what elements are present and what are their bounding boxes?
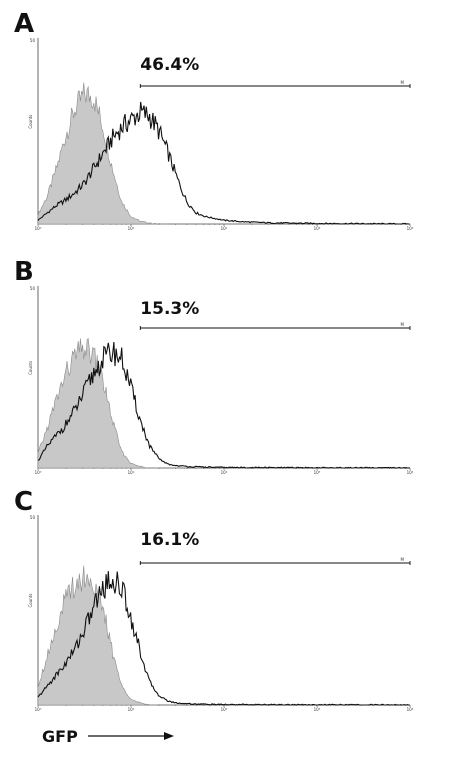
x-tick-label: 10¹ xyxy=(128,470,135,475)
x-tick-label: 10¹ xyxy=(128,707,135,712)
y-axis-label: Counts xyxy=(28,361,33,375)
x-tick-label: 10¹ xyxy=(128,226,135,231)
x-tick-label: 10⁰ xyxy=(35,470,42,475)
gate-marker-label: M xyxy=(401,322,405,327)
sample-histogram-b xyxy=(37,342,410,469)
sample-histogram-a xyxy=(37,101,410,225)
gate-percent-label: 16.1% xyxy=(140,530,199,550)
x-tick-label: 10⁴ xyxy=(407,226,414,231)
x-tick-label: 10² xyxy=(221,470,228,475)
panel-a-letter: A xyxy=(14,9,34,39)
gfp-arrow-head xyxy=(164,732,174,740)
gate-percent-label: 15.3% xyxy=(140,299,199,319)
x-tick-label: 10⁰ xyxy=(35,226,42,231)
x-tick-label: 10³ xyxy=(314,707,321,712)
x-axis-title: GFP xyxy=(42,727,78,746)
x-tick-label: 10² xyxy=(221,226,228,231)
panel-c-letter: C xyxy=(14,487,33,517)
gate-marker-label: M xyxy=(401,80,405,85)
y-top-tick-label: 50 xyxy=(30,515,36,520)
x-tick-label: 10³ xyxy=(314,226,321,231)
y-top-tick-label: 50 xyxy=(30,38,36,43)
x-tick-label: 10³ xyxy=(314,470,321,475)
control-histogram-b xyxy=(37,337,159,469)
gate-marker-label: M xyxy=(401,557,405,562)
y-axis-label: Counts xyxy=(28,115,33,129)
control-histogram-c xyxy=(37,565,159,706)
y-top-tick-label: 50 xyxy=(30,286,36,291)
x-tick-label: 10⁰ xyxy=(35,707,42,712)
panel-b-letter: B xyxy=(14,257,34,287)
x-tick-label: 10⁴ xyxy=(407,707,414,712)
y-axis-label: Counts xyxy=(28,594,33,608)
x-tick-label: 10² xyxy=(221,707,228,712)
x-tick-label: 10⁴ xyxy=(407,470,414,475)
gate-percent-label: 46.4% xyxy=(140,55,199,75)
sample-histogram-c xyxy=(37,571,410,706)
